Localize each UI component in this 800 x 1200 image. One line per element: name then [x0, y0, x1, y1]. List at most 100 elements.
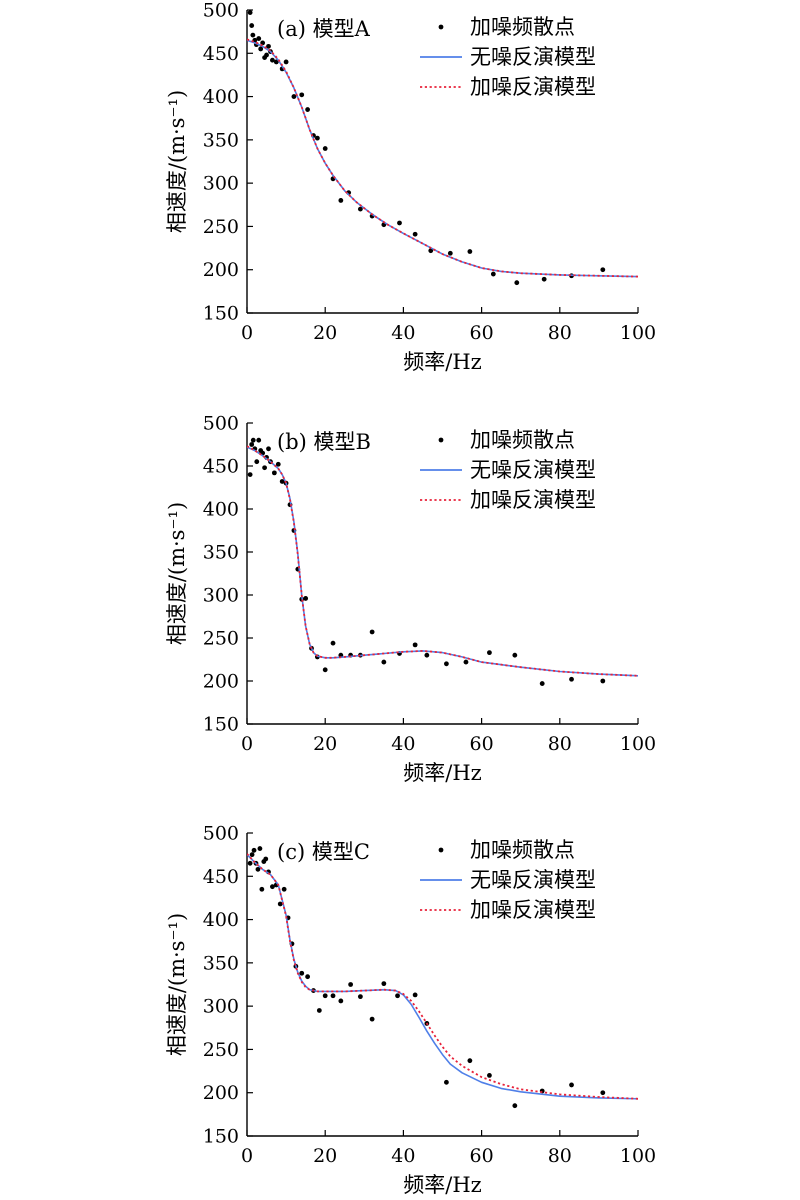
y-tick-label: 200	[203, 671, 239, 693]
data-point	[275, 461, 281, 467]
x-tick-label: 100	[620, 733, 656, 755]
data-point	[600, 267, 606, 273]
x-tick-label: 0	[241, 733, 253, 755]
data-point	[305, 974, 311, 980]
y-tick-label: 500	[203, 0, 239, 22]
data-point	[299, 970, 305, 976]
data-point	[487, 1073, 492, 1078]
data-point	[381, 981, 387, 987]
data-point	[463, 659, 469, 665]
data-point	[299, 92, 305, 98]
x-tick-label: 40	[391, 322, 415, 344]
data-point	[249, 23, 255, 28]
legend-label: 加噪反演模型	[470, 488, 596, 512]
x-tick-label: 40	[391, 1145, 415, 1167]
plot-area	[247, 437, 638, 686]
data-point	[279, 479, 285, 484]
data-point	[270, 57, 275, 63]
data-point	[322, 993, 328, 999]
data-point	[263, 856, 269, 862]
chart-panel-2: 150 200 250 300 350 400 450 500 0 20 40 60 80 100 频率/H…	[165, 413, 656, 786]
data-point	[257, 846, 263, 851]
x-tick-label: 80	[548, 733, 572, 755]
data-point	[444, 661, 449, 667]
y-tick-label: 450	[203, 866, 239, 888]
data-point	[277, 901, 283, 907]
data-point	[369, 629, 375, 635]
data-point	[249, 852, 255, 858]
data-point	[338, 998, 344, 1004]
data-point	[258, 46, 264, 52]
legend-label: 加噪频散点	[470, 838, 575, 862]
data-point	[266, 43, 271, 49]
y-tick-label: 350	[203, 542, 239, 564]
data-point	[330, 640, 336, 646]
data-point	[314, 135, 320, 141]
legend-marker-scatter	[438, 437, 444, 443]
data-point	[250, 32, 256, 38]
data-point	[600, 1090, 606, 1096]
x-tick-label: 60	[470, 733, 494, 755]
legend-label: 加噪频散点	[470, 428, 575, 452]
data-point	[264, 52, 269, 58]
y-tick-label: 300	[203, 173, 239, 195]
y-tick-label: 150	[203, 1126, 239, 1148]
data-point	[322, 667, 328, 673]
y-tick-label: 150	[203, 303, 239, 325]
legend-label: 加噪频散点	[470, 15, 575, 39]
data-point	[256, 36, 262, 41]
data-point	[412, 992, 418, 998]
x-axis-label: 频率/Hz	[403, 761, 481, 785]
legend-label: 无噪反演模型	[470, 458, 596, 482]
legend-marker-scatter	[438, 24, 444, 30]
plot-area	[247, 10, 638, 286]
legend-label: 无噪反演模型	[470, 868, 596, 892]
data-point	[514, 280, 520, 286]
data-point	[412, 642, 418, 648]
data-point	[512, 1103, 518, 1109]
data-point	[330, 993, 336, 999]
x-tick-label: 20	[313, 1145, 337, 1167]
data-point	[281, 886, 287, 892]
data-point	[256, 437, 262, 443]
data-point	[303, 596, 309, 601]
data-point	[541, 276, 547, 282]
x-tick-label: 80	[548, 1145, 572, 1167]
panel-title: (c) 模型C	[277, 840, 370, 864]
data-point	[270, 884, 275, 890]
y-tick-label: 400	[203, 909, 239, 931]
chart-panel-3: 150 200 250 300 350 400 450 500 0 20 40 60 80 100 频率/H…	[165, 823, 656, 1198]
y-tick-label: 250	[203, 628, 239, 650]
data-point	[381, 659, 387, 665]
plot-area	[247, 846, 638, 1109]
data-point	[444, 1079, 449, 1085]
x-tick-label: 20	[313, 322, 337, 344]
data-point	[467, 249, 473, 254]
x-tick-label: 60	[470, 1145, 494, 1167]
data-point	[447, 250, 453, 256]
data-point	[600, 678, 606, 684]
x-tick-label: 20	[313, 733, 337, 755]
y-tick-label: 300	[203, 996, 239, 1018]
data-point	[305, 107, 311, 112]
panel-title: (a) 模型A	[277, 17, 371, 41]
data-point	[262, 465, 267, 471]
y-tick-label: 500	[203, 823, 239, 845]
y-tick-label: 400	[203, 499, 239, 521]
data-point	[539, 681, 545, 686]
x-tick-label: 40	[391, 733, 415, 755]
data-point	[273, 59, 279, 65]
data-point	[487, 650, 492, 656]
y-tick-label: 150	[203, 714, 239, 736]
data-point	[247, 472, 253, 477]
x-tick-label: 0	[241, 1145, 253, 1167]
data-point	[348, 982, 354, 987]
y-axis-label: 相速度/(m·s⁻¹)	[165, 502, 189, 645]
y-tick-label: 400	[203, 86, 239, 108]
chart-panel-1: 150 200 250 300 350 400 450 500 0 20 40 60 80 100 频率/H…	[165, 0, 656, 374]
y-tick-label: 250	[203, 1039, 239, 1061]
data-point	[397, 220, 402, 226]
